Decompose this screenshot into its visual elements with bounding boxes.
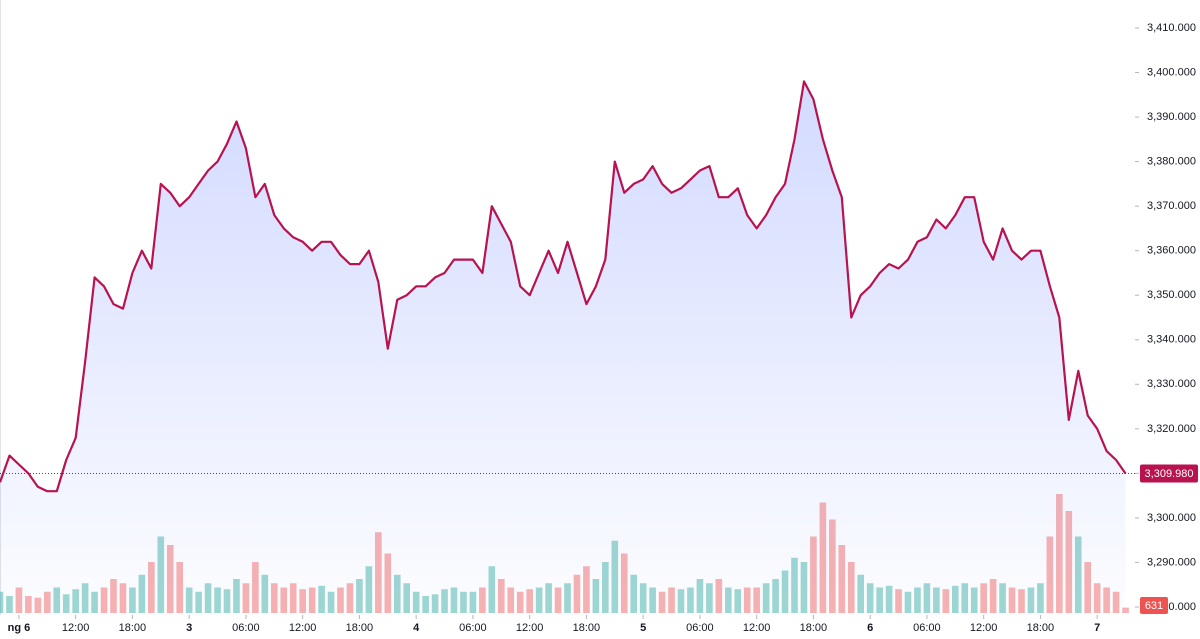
x-tick-label: 12:00 [289, 622, 317, 634]
y-tick-label: 3,360.000 [1147, 245, 1196, 257]
x-tick-label: 3 [186, 622, 192, 634]
x-tick-label: 12:00 [516, 622, 544, 634]
y-tick-label: 3,390.000 [1147, 111, 1196, 123]
x-tick-label: 18:00 [346, 622, 374, 634]
x-tick-label: 12:00 [970, 622, 998, 634]
y-tick-label: 3,400.000 [1147, 66, 1196, 78]
x-tick-label: 18:00 [800, 622, 828, 634]
x-tick-label: 6 [867, 622, 873, 634]
y-tick-label: 3,320.000 [1147, 423, 1196, 435]
x-tick-label: ng 6 [8, 622, 31, 634]
x-tick-label: 4 [413, 622, 420, 634]
x-tick-label: 06:00 [686, 622, 714, 634]
y-tick-label: 3,300.000 [1147, 512, 1196, 524]
y-tick-label: 3,350.000 [1147, 289, 1196, 301]
last-volume-label: 631 [1145, 600, 1163, 612]
y-tick-label: 3,290.000 [1147, 556, 1196, 568]
y-tick-label: 3,380.000 [1147, 156, 1196, 168]
x-tick-label: 12:00 [743, 622, 771, 634]
price-line [0, 80, 1127, 493]
x-tick-label: 7 [1094, 622, 1100, 634]
x-tick-label: 12:00 [62, 622, 90, 634]
last-price-label: 3,309.980 [1145, 468, 1194, 480]
y-tick-label: 3,340.000 [1147, 334, 1196, 346]
x-tick-label: 18:00 [119, 622, 147, 634]
x-tick-label: 06:00 [459, 622, 487, 634]
last-volume-badge [1140, 597, 1168, 614]
y-tick-label: 3,370.000 [1147, 200, 1196, 212]
x-tick-label: 06:00 [232, 622, 260, 634]
y-tick-label: 3,410.000 [1147, 22, 1196, 34]
y-tick-label: 3,330.000 [1147, 378, 1196, 390]
x-tick-label: 18:00 [1027, 622, 1055, 634]
last-price-badge [1140, 464, 1198, 483]
x-tick-label: 06:00 [913, 622, 941, 634]
volume-bar [1122, 607, 1129, 613]
x-tick-label: 18:00 [573, 622, 601, 634]
area-fill [0, 81, 1126, 613]
x-tick-label: 5 [640, 622, 646, 634]
